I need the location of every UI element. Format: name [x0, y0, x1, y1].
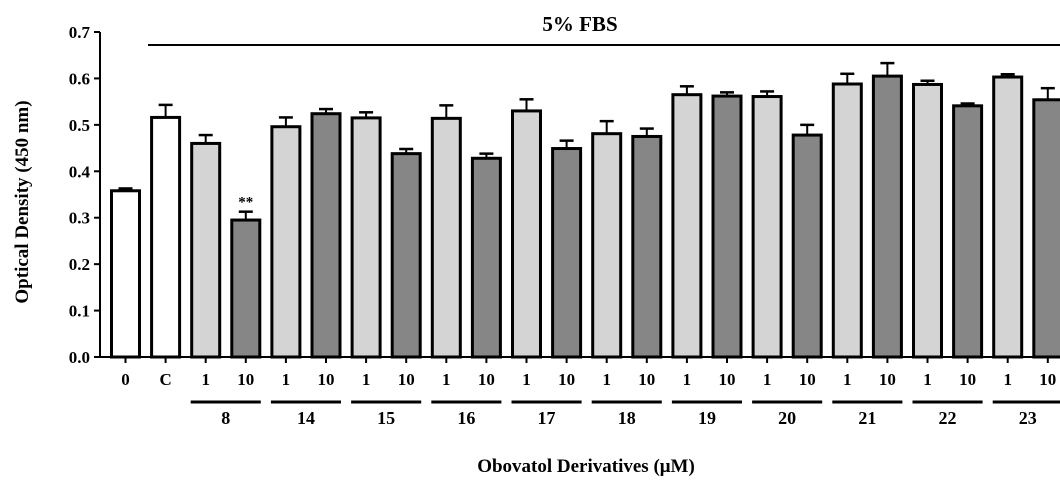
x-tick-label: 10 [398, 370, 415, 389]
x-tick-label: 1 [282, 370, 291, 389]
group-label: 15 [377, 408, 395, 428]
group-label: 14 [297, 408, 315, 428]
bar [232, 220, 260, 357]
x-tick-label: 1 [442, 370, 451, 389]
y-tick-label: 0.6 [69, 69, 90, 88]
x-axis-title: Obovatol Derivatives (μM) [477, 456, 695, 477]
x-tick-label: 1 [843, 370, 852, 389]
bar [152, 117, 180, 357]
bars-layer: ** [112, 63, 1060, 357]
x-tick-label: 1 [362, 370, 371, 389]
bar [833, 84, 861, 357]
x-tick-label: 1 [602, 370, 611, 389]
significance-label: ** [238, 195, 253, 211]
x-axis: 0 C 1 10 1 10 1 10 1 10 1 10 1 10 1 10 1 10 1 10 1 10 1 10 [100, 357, 1060, 389]
bar [513, 111, 541, 357]
bar [312, 114, 340, 357]
x-tick-label: 10 [799, 370, 816, 389]
x-tick-label: 10 [237, 370, 254, 389]
bar [272, 127, 300, 357]
x-tick-label: 10 [478, 370, 495, 389]
y-tick-label: 0.2 [69, 255, 90, 274]
bar [192, 143, 220, 357]
bar [593, 134, 621, 357]
y-tick-label: 0.1 [69, 302, 90, 321]
bar [713, 96, 741, 357]
group-label: 17 [538, 408, 556, 428]
y-tick-label: 0.5 [69, 116, 90, 135]
bar [352, 118, 380, 357]
x-tick-label: 10 [1039, 370, 1056, 389]
x-tick-label: 10 [879, 370, 896, 389]
group-label: 22 [939, 408, 957, 428]
bar [633, 136, 661, 357]
group-label: 16 [457, 408, 475, 428]
bar [954, 106, 982, 357]
group-label: 21 [858, 408, 876, 428]
x-tick-label: 10 [959, 370, 976, 389]
x-tick-label: C [159, 370, 171, 389]
y-tick-label: 0.3 [69, 209, 90, 228]
x-tick-label: 10 [558, 370, 575, 389]
bar [673, 95, 701, 357]
chart-title: 5% FBS [542, 12, 617, 36]
bar [914, 84, 942, 357]
bar [392, 154, 420, 357]
y-axis-title: Optical Density (450 nm) [12, 100, 33, 303]
bar [432, 118, 460, 357]
group-label: 19 [698, 408, 716, 428]
y-tick-label: 0.7 [69, 23, 91, 42]
group-labels-layer: 8 14 15 16 17 18 19 20 21 22 23 [191, 402, 1060, 428]
x-tick-label: 1 [923, 370, 932, 389]
y-tick-label: 0.4 [69, 162, 91, 181]
bar [753, 97, 781, 357]
bar [793, 135, 821, 357]
x-tick-label: 1 [201, 370, 210, 389]
group-label: 20 [778, 408, 796, 428]
x-tick-label: 1 [522, 370, 531, 389]
bar [1034, 100, 1060, 357]
group-label: 23 [1019, 408, 1037, 428]
bar [472, 158, 500, 357]
x-tick-label: 1 [763, 370, 772, 389]
x-tick-label: 1 [683, 370, 692, 389]
x-tick-label: 0 [121, 370, 130, 389]
bar [873, 76, 901, 357]
y-tick-label: 0.0 [69, 348, 90, 367]
y-axis: 0.0 0.1 0.2 0.3 0.4 0.5 0.6 0.7 [69, 23, 100, 367]
group-label: 18 [618, 408, 636, 428]
x-tick-label: 10 [638, 370, 655, 389]
x-tick-label: 10 [318, 370, 335, 389]
x-tick-label: 10 [719, 370, 736, 389]
bar [553, 149, 581, 357]
bar [112, 191, 140, 357]
x-tick-label: 1 [1003, 370, 1012, 389]
bar [994, 77, 1022, 357]
group-label: 8 [221, 408, 230, 428]
